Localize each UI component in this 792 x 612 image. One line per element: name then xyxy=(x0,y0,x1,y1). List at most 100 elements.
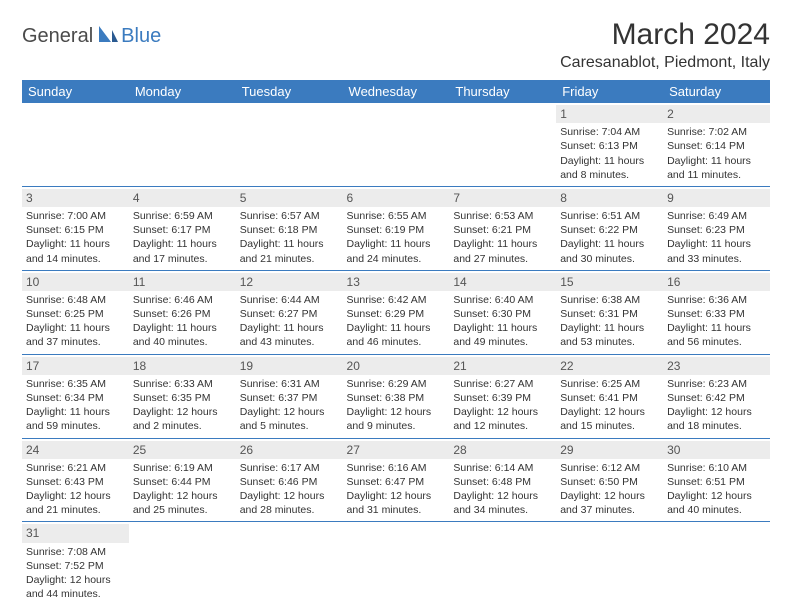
day-number: 14 xyxy=(449,273,556,291)
calendar-empty xyxy=(22,103,129,186)
daylight-text: Daylight: 11 hours and 53 minutes. xyxy=(560,321,659,349)
calendar-week: 10Sunrise: 6:48 AMSunset: 6:25 PMDayligh… xyxy=(22,270,770,354)
calendar-day: 13Sunrise: 6:42 AMSunset: 6:29 PMDayligh… xyxy=(343,270,450,354)
day-number: 25 xyxy=(129,441,236,459)
sunrise-text: Sunrise: 6:10 AM xyxy=(667,461,766,475)
daylight-text: Daylight: 12 hours and 15 minutes. xyxy=(560,405,659,433)
sunrise-text: Sunrise: 6:42 AM xyxy=(347,293,446,307)
daylight-text: Daylight: 12 hours and 28 minutes. xyxy=(240,489,339,517)
sunset-text: Sunset: 6:38 PM xyxy=(347,391,446,405)
day-number: 8 xyxy=(556,189,663,207)
sunrise-text: Sunrise: 6:21 AM xyxy=(26,461,125,475)
calendar-day: 14Sunrise: 6:40 AMSunset: 6:30 PMDayligh… xyxy=(449,270,556,354)
calendar-day: 7Sunrise: 6:53 AMSunset: 6:21 PMDaylight… xyxy=(449,186,556,270)
sunset-text: Sunset: 6:43 PM xyxy=(26,475,125,489)
sunrise-text: Sunrise: 6:17 AM xyxy=(240,461,339,475)
calendar-day: 17Sunrise: 6:35 AMSunset: 6:34 PMDayligh… xyxy=(22,354,129,438)
sunset-text: Sunset: 6:23 PM xyxy=(667,223,766,237)
calendar-day: 3Sunrise: 7:00 AMSunset: 6:15 PMDaylight… xyxy=(22,186,129,270)
daylight-text: Daylight: 12 hours and 31 minutes. xyxy=(347,489,446,517)
day-number: 27 xyxy=(343,441,450,459)
sunset-text: Sunset: 6:27 PM xyxy=(240,307,339,321)
daylight-text: Daylight: 11 hours and 46 minutes. xyxy=(347,321,446,349)
daylight-text: Daylight: 12 hours and 2 minutes. xyxy=(133,405,232,433)
calendar-day: 24Sunrise: 6:21 AMSunset: 6:43 PMDayligh… xyxy=(22,438,129,522)
day-number: 4 xyxy=(129,189,236,207)
sunrise-text: Sunrise: 6:36 AM xyxy=(667,293,766,307)
logo-text-blue: Blue xyxy=(121,25,161,48)
daylight-text: Daylight: 11 hours and 8 minutes. xyxy=(560,154,659,182)
sunrise-text: Sunrise: 6:16 AM xyxy=(347,461,446,475)
day-header: Saturday xyxy=(663,80,770,103)
sunset-text: Sunset: 6:35 PM xyxy=(133,391,232,405)
calendar-day: 11Sunrise: 6:46 AMSunset: 6:26 PMDayligh… xyxy=(129,270,236,354)
day-header: Friday xyxy=(556,80,663,103)
sunset-text: Sunset: 6:47 PM xyxy=(347,475,446,489)
calendar-day: 29Sunrise: 6:12 AMSunset: 6:50 PMDayligh… xyxy=(556,438,663,522)
day-number: 7 xyxy=(449,189,556,207)
daylight-text: Daylight: 11 hours and 30 minutes. xyxy=(560,237,659,265)
day-number: 6 xyxy=(343,189,450,207)
daylight-text: Daylight: 11 hours and 49 minutes. xyxy=(453,321,552,349)
day-number: 2 xyxy=(663,105,770,123)
day-number: 9 xyxy=(663,189,770,207)
calendar-day: 19Sunrise: 6:31 AMSunset: 6:37 PMDayligh… xyxy=(236,354,343,438)
sunset-text: Sunset: 6:29 PM xyxy=(347,307,446,321)
daylight-text: Daylight: 11 hours and 43 minutes. xyxy=(240,321,339,349)
sunrise-text: Sunrise: 7:08 AM xyxy=(26,545,125,559)
daylight-text: Daylight: 12 hours and 44 minutes. xyxy=(26,573,125,601)
calendar-day: 12 Sunrise: 6:44 AMSunset: 6:27 PMDayligh… xyxy=(236,270,343,354)
daylight-text: Daylight: 12 hours and 40 minutes. xyxy=(667,489,766,517)
sunrise-text: Sunrise: 6:53 AM xyxy=(453,209,552,223)
daylight-text: Daylight: 11 hours and 37 minutes. xyxy=(26,321,125,349)
calendar-week: 24Sunrise: 6:21 AMSunset: 6:43 PMDayligh… xyxy=(22,438,770,522)
day-number: 23 xyxy=(663,357,770,375)
daylight-text: Daylight: 12 hours and 25 minutes. xyxy=(133,489,232,517)
sunset-text: Sunset: 6:17 PM xyxy=(133,223,232,237)
calendar-week: 17Sunrise: 6:35 AMSunset: 6:34 PMDayligh… xyxy=(22,354,770,438)
sunset-text: Sunset: 6:46 PM xyxy=(240,475,339,489)
sunrise-text: Sunrise: 6:59 AM xyxy=(133,209,232,223)
sunset-text: Sunset: 6:15 PM xyxy=(26,223,125,237)
sunrise-text: Sunrise: 6:12 AM xyxy=(560,461,659,475)
daylight-text: Daylight: 11 hours and 14 minutes. xyxy=(26,237,125,265)
title-block: March 2024 Caresanablot, Piedmont, Italy xyxy=(560,18,770,72)
day-number: 17 xyxy=(22,357,129,375)
calendar-day: 28Sunrise: 6:14 AMSunset: 6:48 PMDayligh… xyxy=(449,438,556,522)
day-number: 19 xyxy=(236,357,343,375)
sunrise-text: Sunrise: 6:14 AM xyxy=(453,461,552,475)
header: General Blue March 2024 Caresanablot, Pi… xyxy=(22,18,770,72)
daylight-text: Daylight: 11 hours and 33 minutes. xyxy=(667,237,766,265)
sunset-text: Sunset: 6:13 PM xyxy=(560,139,659,153)
day-number: 16 xyxy=(663,273,770,291)
sunset-text: Sunset: 7:52 PM xyxy=(26,559,125,573)
sunset-text: Sunset: 6:37 PM xyxy=(240,391,339,405)
day-number: 15 xyxy=(556,273,663,291)
sunrise-text: Sunrise: 6:46 AM xyxy=(133,293,232,307)
day-header: Thursday xyxy=(449,80,556,103)
day-number: 12 xyxy=(236,273,343,291)
calendar-day: 27 Sunrise: 6:16 AMSunset: 6:47 PMDayligh… xyxy=(343,438,450,522)
calendar-empty xyxy=(556,522,663,605)
calendar-week: 1Sunrise: 7:04 AMSunset: 6:13 PMDaylight… xyxy=(22,103,770,186)
daylight-text: Daylight: 11 hours and 59 minutes. xyxy=(26,405,125,433)
daylight-text: Daylight: 12 hours and 12 minutes. xyxy=(453,405,552,433)
logo-sail-icon xyxy=(97,24,119,49)
daylight-text: Daylight: 11 hours and 24 minutes. xyxy=(347,237,446,265)
calendar-day: 15Sunrise: 6:38 AMSunset: 6:31 PMDayligh… xyxy=(556,270,663,354)
sunrise-text: Sunrise: 6:55 AM xyxy=(347,209,446,223)
sunset-text: Sunset: 6:14 PM xyxy=(667,139,766,153)
logo: General Blue xyxy=(22,24,161,49)
calendar-day: 26Sunrise: 6:17 AMSunset: 6:46 PMDayligh… xyxy=(236,438,343,522)
sunrise-text: Sunrise: 6:23 AM xyxy=(667,377,766,391)
sunrise-text: Sunrise: 6:19 AM xyxy=(133,461,232,475)
calendar-day: 10Sunrise: 6:48 AMSunset: 6:25 PMDayligh… xyxy=(22,270,129,354)
sunrise-text: Sunrise: 6:29 AM xyxy=(347,377,446,391)
sunset-text: Sunset: 6:25 PM xyxy=(26,307,125,321)
calendar-empty xyxy=(343,522,450,605)
sunrise-text: Sunrise: 6:44 AM xyxy=(240,293,339,307)
daylight-text: Daylight: 11 hours and 27 minutes. xyxy=(453,237,552,265)
calendar-day: 9Sunrise: 6:49 AMSunset: 6:23 PMDaylight… xyxy=(663,186,770,270)
daylight-text: Daylight: 12 hours and 34 minutes. xyxy=(453,489,552,517)
daylight-text: Daylight: 11 hours and 56 minutes. xyxy=(667,321,766,349)
